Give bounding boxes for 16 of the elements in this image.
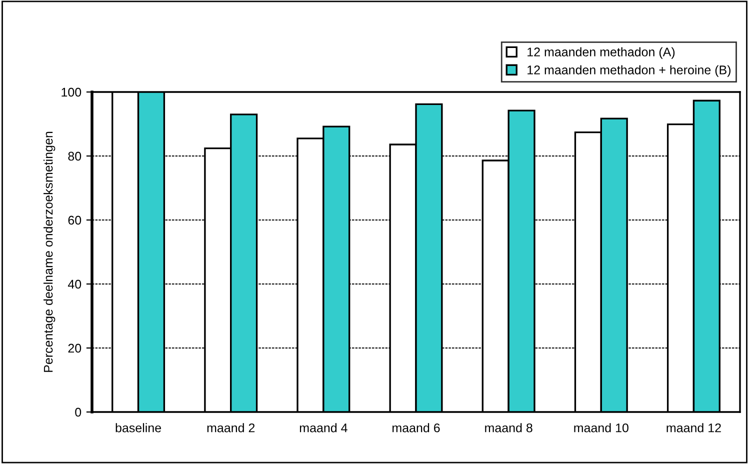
legend-label: 12 maanden methadon + heroine (B) <box>528 65 730 77</box>
x-tick-label: maand 12 <box>666 423 721 432</box>
x-tick-label: maand 8 <box>485 423 532 432</box>
y-tick-label: 0 <box>75 408 82 417</box>
y-tick-label: 60 <box>68 216 82 225</box>
x-tick-label: maand 2 <box>207 423 255 432</box>
x-tick-label: maand 6 <box>392 423 440 432</box>
y-axis-title: Percentage deelname onderzoeksmetingen <box>44 132 56 372</box>
y-tick-label: 80 <box>68 152 82 161</box>
y-tick-label: 100 <box>62 88 82 97</box>
x-tick-label: baseline <box>116 423 162 432</box>
x-tick-label: maand 10 <box>574 423 628 432</box>
y-tick-label: 20 <box>68 344 82 353</box>
x-tick-label: maand 4 <box>300 423 348 432</box>
legend-label: 12 maanden methadon (A) <box>528 47 675 59</box>
y-tick-label: 40 <box>68 280 82 289</box>
